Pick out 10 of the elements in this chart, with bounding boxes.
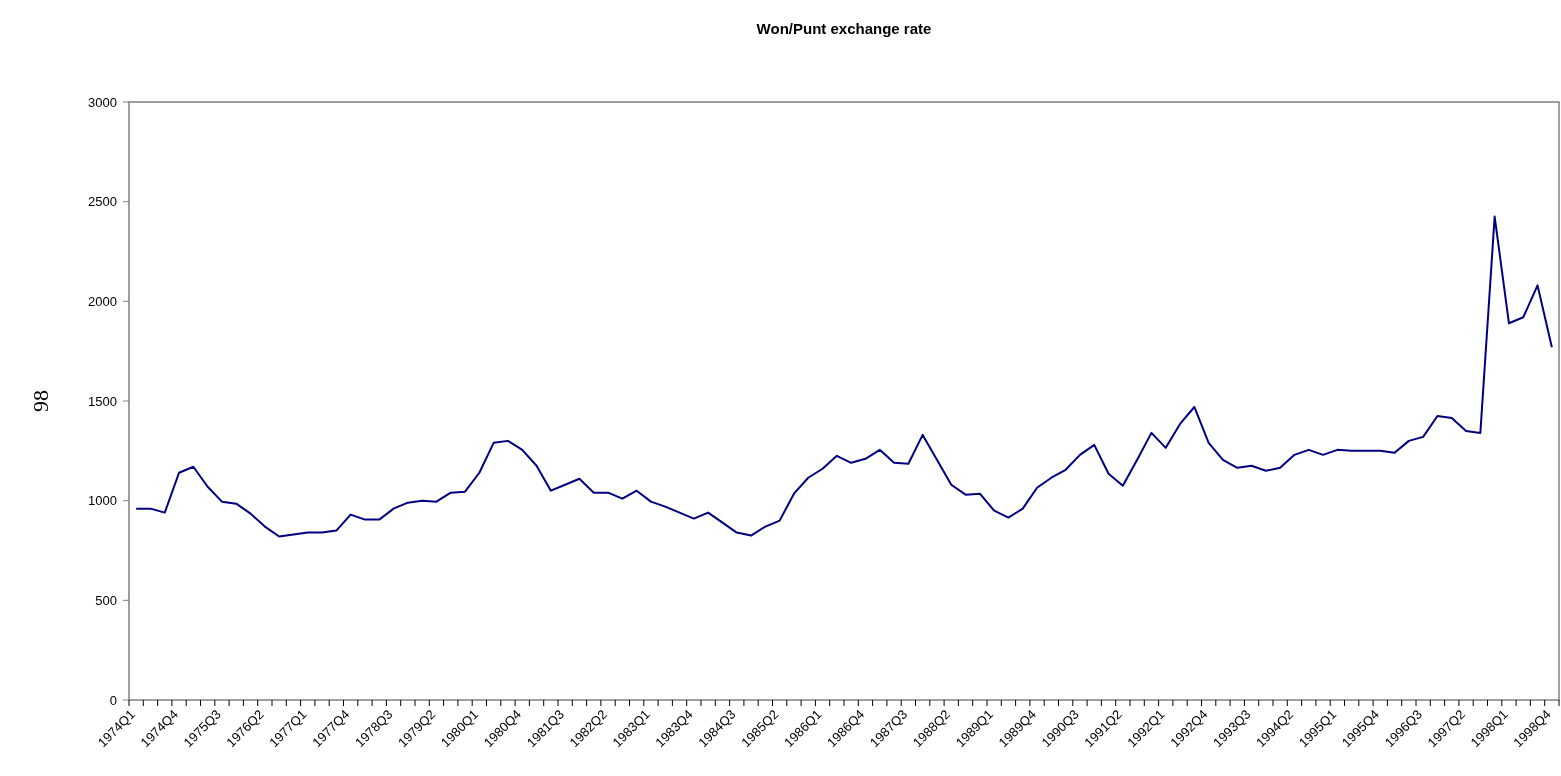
y-tick-label: 2000 <box>88 293 117 309</box>
y-tick-label: 1000 <box>88 493 117 509</box>
y-tick-label: 3000 <box>88 94 117 110</box>
chart-title: Won/Punt exchange rate <box>756 20 932 37</box>
y-axis-title: 98 <box>28 390 53 412</box>
y-tick-label: 500 <box>95 592 117 608</box>
line-series <box>135 215 1553 538</box>
y-tick-label: 2500 <box>88 194 117 210</box>
y-tick-label: 1500 <box>88 393 117 409</box>
y-tick-label: 0 <box>109 692 117 708</box>
